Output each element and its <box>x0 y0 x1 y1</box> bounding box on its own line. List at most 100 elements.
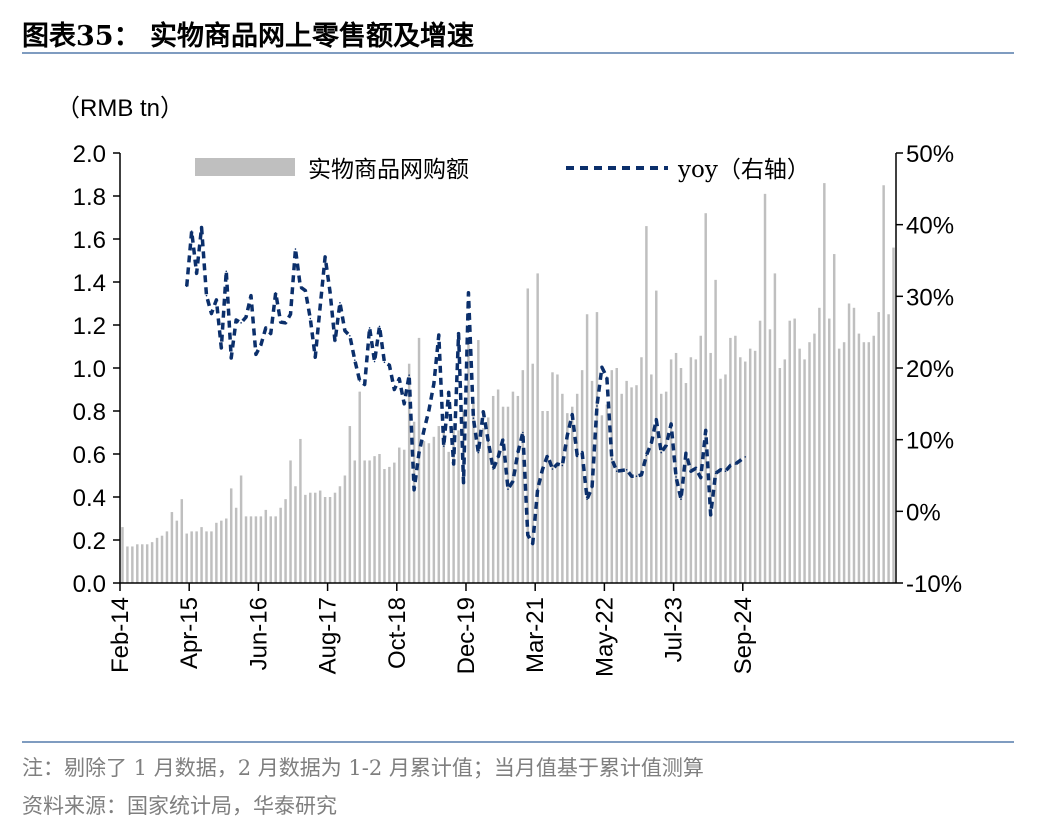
x-tick-label: Jul-23 <box>661 597 688 662</box>
yoy-point <box>255 353 257 356</box>
bar <box>541 411 544 583</box>
bar <box>185 533 188 583</box>
bar <box>210 531 213 583</box>
x-tick-label: Oct-18 <box>384 597 411 669</box>
bar <box>239 475 243 583</box>
yoy-point <box>472 417 475 419</box>
yoy-point <box>586 498 588 500</box>
chart: 0.0 0.2 0.4 0.6 0.8 1.0 1.2 1.4 1.6 1.8 2.0 -10% 0%… <box>73 141 962 677</box>
footnote: 注：剔除了 1 月数据，2 月数据为 1-2 月累计值；当月值基于累计值测算 <box>22 756 704 780</box>
bar <box>491 395 495 583</box>
bar <box>318 490 322 583</box>
yoy-point <box>739 459 742 462</box>
bar <box>556 374 559 583</box>
yoy-point <box>225 270 228 273</box>
bar <box>704 213 707 583</box>
yoy-point <box>522 431 524 434</box>
bar <box>536 273 539 583</box>
yoy-point <box>734 463 737 465</box>
yoy-point <box>433 382 435 385</box>
bar <box>768 329 772 583</box>
left-axis-ticks: 0.0 0.2 0.4 0.6 0.8 1.0 1.2 1.4 1.6 1.8 2.0 <box>73 141 120 598</box>
left-tick-label: 1.8 <box>73 184 106 211</box>
yoy-point <box>596 405 598 407</box>
bar <box>244 516 248 583</box>
bar <box>852 307 856 583</box>
bar <box>748 348 752 583</box>
bar <box>353 460 357 583</box>
bar <box>551 372 554 583</box>
bar <box>798 348 801 583</box>
bar <box>734 335 737 583</box>
yoy-point <box>205 294 208 297</box>
bar <box>580 370 584 583</box>
bar <box>803 359 806 583</box>
yoy-point <box>428 409 430 412</box>
bar <box>664 391 668 583</box>
bar <box>165 531 169 583</box>
yoy-point <box>670 423 672 425</box>
bar <box>447 451 450 583</box>
yoy-point <box>195 272 198 275</box>
bar <box>180 499 184 583</box>
bar <box>778 368 782 583</box>
bar <box>605 404 609 583</box>
yoy-point <box>536 488 539 490</box>
bar <box>709 352 712 583</box>
bar <box>225 518 228 583</box>
bar <box>457 430 460 583</box>
bar <box>467 337 470 583</box>
bar <box>422 441 426 583</box>
yoy-point <box>250 294 252 297</box>
left-tick-label: 1.2 <box>73 313 106 340</box>
yoy-point <box>210 312 213 315</box>
bar <box>472 402 475 583</box>
yoy-point <box>269 332 272 335</box>
bar <box>398 447 401 583</box>
bar <box>526 288 530 583</box>
bar <box>190 531 193 583</box>
yoy-point <box>566 434 569 437</box>
left-tick-label: 0.6 <box>73 442 106 469</box>
yoy-point <box>334 340 336 343</box>
yoy-point <box>695 467 697 470</box>
yoy-point <box>561 464 564 467</box>
bar <box>279 507 282 583</box>
bar <box>739 357 742 583</box>
bar <box>615 368 618 583</box>
left-tick-label: 1.0 <box>73 356 106 383</box>
bar <box>407 363 411 583</box>
bar <box>521 370 525 583</box>
bar <box>432 436 436 583</box>
bar <box>136 544 139 583</box>
yoy-point <box>309 317 312 320</box>
x-tick-label: Mar-21 <box>522 597 549 673</box>
yoy-point <box>620 469 623 472</box>
bar <box>160 535 164 583</box>
bar <box>501 406 505 583</box>
bar <box>338 486 342 583</box>
bar <box>229 488 233 583</box>
bar <box>393 462 396 583</box>
left-tick-label: 1.4 <box>73 270 106 297</box>
yoy-point <box>378 325 381 328</box>
bar <box>314 492 317 583</box>
x-tick-label: Aug-17 <box>315 597 342 674</box>
bar <box>477 340 480 583</box>
yoy-line <box>184 225 747 546</box>
bar <box>610 370 614 583</box>
bar <box>837 348 841 583</box>
yoy-point <box>655 418 658 421</box>
bar <box>170 512 174 583</box>
yoy-point <box>408 374 410 376</box>
x-tick-label: Feb-14 <box>107 597 134 673</box>
yoy-point <box>680 498 682 500</box>
yoy-point <box>477 451 480 454</box>
yoy-point <box>601 366 603 369</box>
right-tick-label: 30% <box>906 284 954 311</box>
bar <box>808 342 811 583</box>
yoy-point <box>383 361 386 364</box>
yoy-point <box>452 463 455 465</box>
yoy-point <box>319 305 321 308</box>
bar <box>729 337 732 583</box>
